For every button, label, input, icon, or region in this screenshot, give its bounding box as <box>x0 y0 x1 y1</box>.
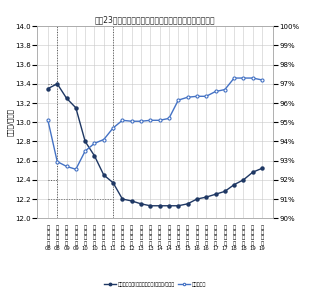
平均稼働率 <box>186 95 189 99</box>
賃料収入単価[稼働床ベース]（千円/月坪） <box>65 97 69 100</box>
Title: 東京23区の賃貸マンションの賃料収入単価・平均稼働率: 東京23区の賃貸マンションの賃料収入単価・平均稼働率 <box>95 15 215 24</box>
平均稼働率 <box>111 126 115 130</box>
平均稼働率 <box>214 90 217 93</box>
Y-axis label: （千円/月坪）: （千円/月坪） <box>7 108 14 136</box>
平均稼働率 <box>223 88 227 91</box>
平均稼働率 <box>121 118 124 122</box>
賃料収入単価[稼働床ベース]（千円/月坪） <box>176 204 180 207</box>
Legend: 賃料収入単価[稼働床ベース]（千円/月坪）, 平均稼働率: 賃料収入単価[稼働床ベース]（千円/月坪）, 平均稼働率 <box>102 280 208 289</box>
平均稼働率 <box>232 76 236 80</box>
賃料収入単価[稼働床ベース]（千円/月坪） <box>223 190 227 193</box>
賃料収入単価[稼働床ベース]（千円/月坪） <box>93 154 96 158</box>
平均稼働率 <box>260 78 264 82</box>
賃料収入単価[稼働床ベース]（千円/月坪） <box>186 202 189 206</box>
平均稼働率 <box>148 118 152 122</box>
平均稼働率 <box>102 138 106 141</box>
賃料収入単価[稼働床ベース]（千円/月坪） <box>83 140 87 143</box>
賃料収入単価[稼働床ベース]（千円/月坪） <box>148 204 152 207</box>
平均稼働率 <box>139 120 143 123</box>
賃料収入単価[稼働床ベース]（千円/月坪） <box>214 193 217 196</box>
Line: 賃料収入単価[稼働床ベース]（千円/月坪）: 賃料収入単価[稼働床ベース]（千円/月坪） <box>46 82 264 207</box>
平均稼働率 <box>176 98 180 102</box>
賃料収入単価[稼働床ベース]（千円/月坪） <box>241 178 245 182</box>
賃料収入単価[稼働床ベース]（千円/月坪） <box>46 87 50 91</box>
平均稼働率 <box>83 149 87 153</box>
平均稼働率 <box>74 168 78 171</box>
賃料収入単価[稼働床ベース]（千円/月坪） <box>111 181 115 184</box>
Line: 平均稼働率: 平均稼働率 <box>46 77 264 171</box>
平均稼働率 <box>65 165 69 168</box>
賃料収入単価[稼働床ベース]（千円/月坪） <box>251 171 255 174</box>
平均稼働率 <box>195 95 199 98</box>
賃料収入単価[稼働床ベース]（千円/月坪） <box>55 82 59 86</box>
賃料収入単価[稼働床ベース]（千円/月坪） <box>232 183 236 187</box>
平均稼働率 <box>130 120 134 123</box>
賃料収入単価[稼働床ベース]（千円/月坪） <box>74 106 78 110</box>
賃料収入単価[稼働床ベース]（千円/月坪） <box>167 204 171 207</box>
賃料収入単価[稼働床ベース]（千円/月坪） <box>195 197 199 201</box>
平均稼働率 <box>55 160 59 163</box>
賃料収入単価[稼働床ベース]（千円/月坪） <box>204 195 208 199</box>
平均稼働率 <box>93 142 96 145</box>
賃料収入単価[稼働床ベース]（千円/月坪） <box>139 202 143 206</box>
賃料収入単価[稼働床ベース]（千円/月坪） <box>158 204 162 207</box>
平均稼働率 <box>46 118 50 122</box>
平均稼働率 <box>204 95 208 98</box>
賃料収入単価[稼働床ベース]（千円/月坪） <box>260 166 264 170</box>
平均稼働率 <box>241 76 245 80</box>
賃料収入単価[稼働床ベース]（千円/月坪） <box>102 173 106 177</box>
賃料収入単価[稼働床ベース]（千円/月坪） <box>121 197 124 201</box>
賃料収入単価[稼働床ベース]（千円/月坪） <box>130 199 134 203</box>
平均稼働率 <box>158 118 162 122</box>
平均稼働率 <box>251 76 255 80</box>
平均稼働率 <box>167 117 171 120</box>
